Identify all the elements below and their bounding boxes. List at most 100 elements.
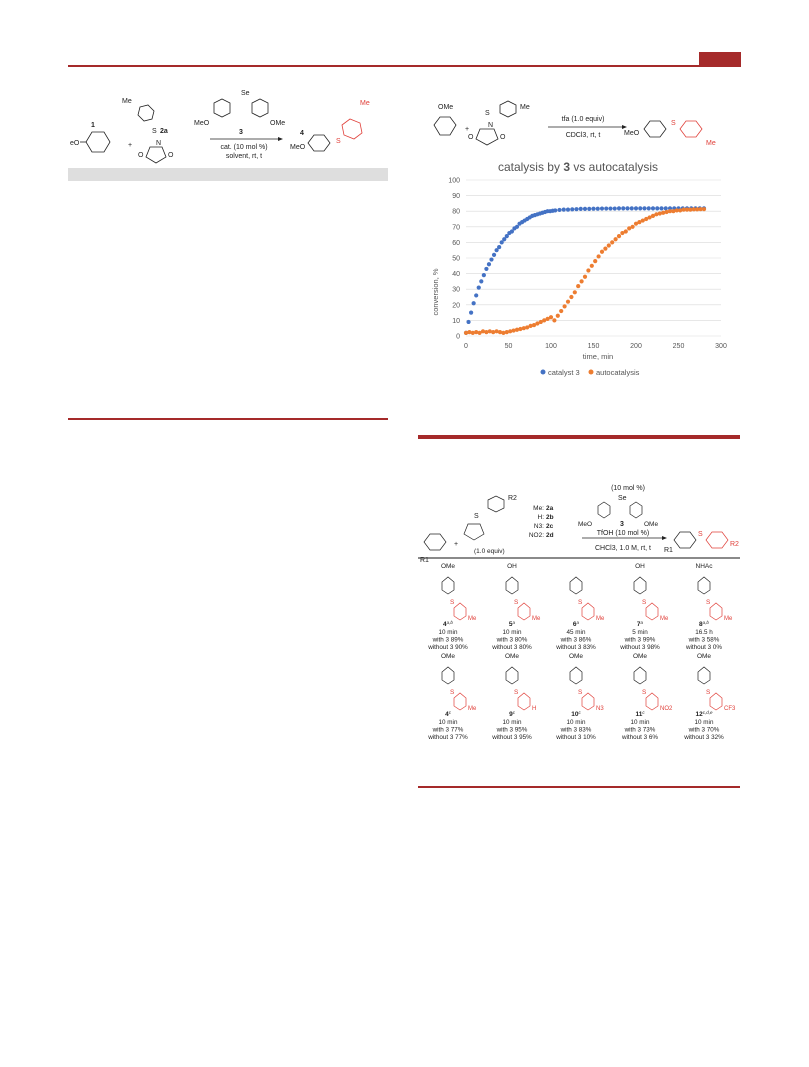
substituent-id: 2b xyxy=(546,514,554,521)
scope-sulfur: S xyxy=(474,513,479,520)
autocatalysis-point xyxy=(477,330,482,335)
chart-grid xyxy=(466,179,721,337)
anisole-ome: OMe xyxy=(438,104,453,111)
scope-product-r2: R2 xyxy=(730,541,739,548)
selenium-label: Se xyxy=(241,90,250,97)
autocatalysis-point xyxy=(572,290,577,295)
product-top-group: OMe xyxy=(633,653,647,660)
autocatalysis-point xyxy=(586,268,591,273)
autocatalysis-point xyxy=(565,299,571,304)
catalyst-point xyxy=(486,262,492,267)
product-sulfur: S xyxy=(578,599,583,606)
y-tick-label: 40 xyxy=(452,271,460,278)
product-top-group: OMe xyxy=(697,653,711,660)
catalyst-point xyxy=(587,206,592,211)
catalyst-point xyxy=(469,310,474,315)
anisole-ring xyxy=(433,116,457,136)
product-aryl-ring xyxy=(517,692,531,711)
product-substituent: Me xyxy=(468,706,477,712)
autocatalysis-point xyxy=(681,207,686,212)
catalyst-point xyxy=(502,237,507,242)
scope-bottom-rule xyxy=(418,786,740,788)
product-substituent: N3 xyxy=(596,706,604,712)
x-tick-label: 100 xyxy=(545,343,557,350)
product-top-group: OH xyxy=(507,563,517,570)
autocatalysis-point xyxy=(667,209,673,214)
catalyst-point xyxy=(591,206,596,211)
reagent-o-left: O xyxy=(468,134,474,141)
y-tick-label: 70 xyxy=(452,224,460,231)
autocatalysis-point xyxy=(640,218,645,223)
catalyst-point xyxy=(479,279,484,284)
autocatalysis-point xyxy=(474,330,479,335)
plus-sign: + xyxy=(128,142,132,149)
product-top-group: NHAc xyxy=(696,563,714,570)
legend-catalyst-marker xyxy=(540,369,546,375)
product-time: 10 min xyxy=(503,719,522,726)
scope-solvent: CHCl3, 1.0 M, rt, t xyxy=(595,545,651,552)
scope-cat-ring-left xyxy=(597,501,611,519)
product-yield-with: with 3 70% xyxy=(688,727,720,734)
product-footnote: c xyxy=(642,710,645,715)
catalyst-point xyxy=(497,244,502,250)
substituent-id: 2d xyxy=(546,532,554,539)
product-footnote: c xyxy=(449,710,452,715)
autocatalysis-point xyxy=(484,330,489,335)
product-yield-without: without 3 32% xyxy=(683,734,724,741)
product-arene-ring xyxy=(569,576,583,595)
product-yield-with: with 3 58% xyxy=(688,637,720,644)
product-sulfur: S xyxy=(578,689,583,696)
product-aryl-ring xyxy=(645,692,659,711)
product-yield-without: without 3 98% xyxy=(619,644,660,651)
y-tick-label: 50 xyxy=(452,256,460,263)
product-yield-with: with 3 73% xyxy=(624,727,656,734)
product-aryl-ring xyxy=(453,692,467,711)
catalyst-point xyxy=(604,206,609,211)
catalyst-point xyxy=(655,206,660,211)
autocatalysis-point xyxy=(525,325,530,330)
autocatalysis-point xyxy=(508,329,513,334)
autocatalysis-point xyxy=(630,224,635,229)
x-tick-label: 200 xyxy=(630,343,642,350)
y-tick-label: 30 xyxy=(452,287,460,294)
product-top-group: OMe xyxy=(441,653,455,660)
product-4-label: 4 xyxy=(300,130,304,137)
catalyst-point xyxy=(489,257,494,262)
product-arene-ring xyxy=(697,576,711,595)
catalyst-point xyxy=(578,206,583,211)
catalyst-point xyxy=(608,206,613,211)
product-sulfur: S xyxy=(706,599,711,606)
product-number: 8a,b xyxy=(699,620,709,628)
autocatalysis-point xyxy=(661,210,666,215)
substituent-group: Me: xyxy=(533,505,544,512)
scope-product-ring-2 xyxy=(705,531,729,549)
catalyst-amount: (10 mol %) xyxy=(611,485,645,492)
product-substituent: NO2 xyxy=(660,706,673,712)
catalyst-point xyxy=(561,207,566,212)
product-yield-with: with 3 83% xyxy=(560,727,592,734)
scope-cat-ring-right xyxy=(629,501,643,519)
autocatalysis-point xyxy=(545,316,550,321)
product-sulfur: S xyxy=(514,689,519,696)
product-time: 45 min xyxy=(567,629,586,636)
plus-sign-right: + xyxy=(465,126,469,133)
autocatalysis-point xyxy=(637,220,642,225)
chart-x-ticks: 0 50 100 150 200 250 300 xyxy=(464,343,727,350)
product-aryl-ring xyxy=(517,602,531,621)
catalyst-meo: MeO xyxy=(194,120,210,127)
product-substituent: CF3 xyxy=(724,706,736,712)
sulfur-label: S xyxy=(152,128,157,135)
benzene-ring xyxy=(85,131,111,153)
catalyst-point xyxy=(621,206,626,211)
conditions-line-1: cat. (10 mol %) xyxy=(220,144,267,151)
autocatalysis-point xyxy=(599,249,605,254)
autocatalysis-point xyxy=(579,279,584,284)
catalyst-point xyxy=(466,319,471,325)
scope-meo: MeO xyxy=(578,521,592,528)
autocatalysis-point xyxy=(606,243,611,248)
chart-xlabel: time, min xyxy=(583,352,613,361)
y-tick-label: 60 xyxy=(452,240,460,247)
